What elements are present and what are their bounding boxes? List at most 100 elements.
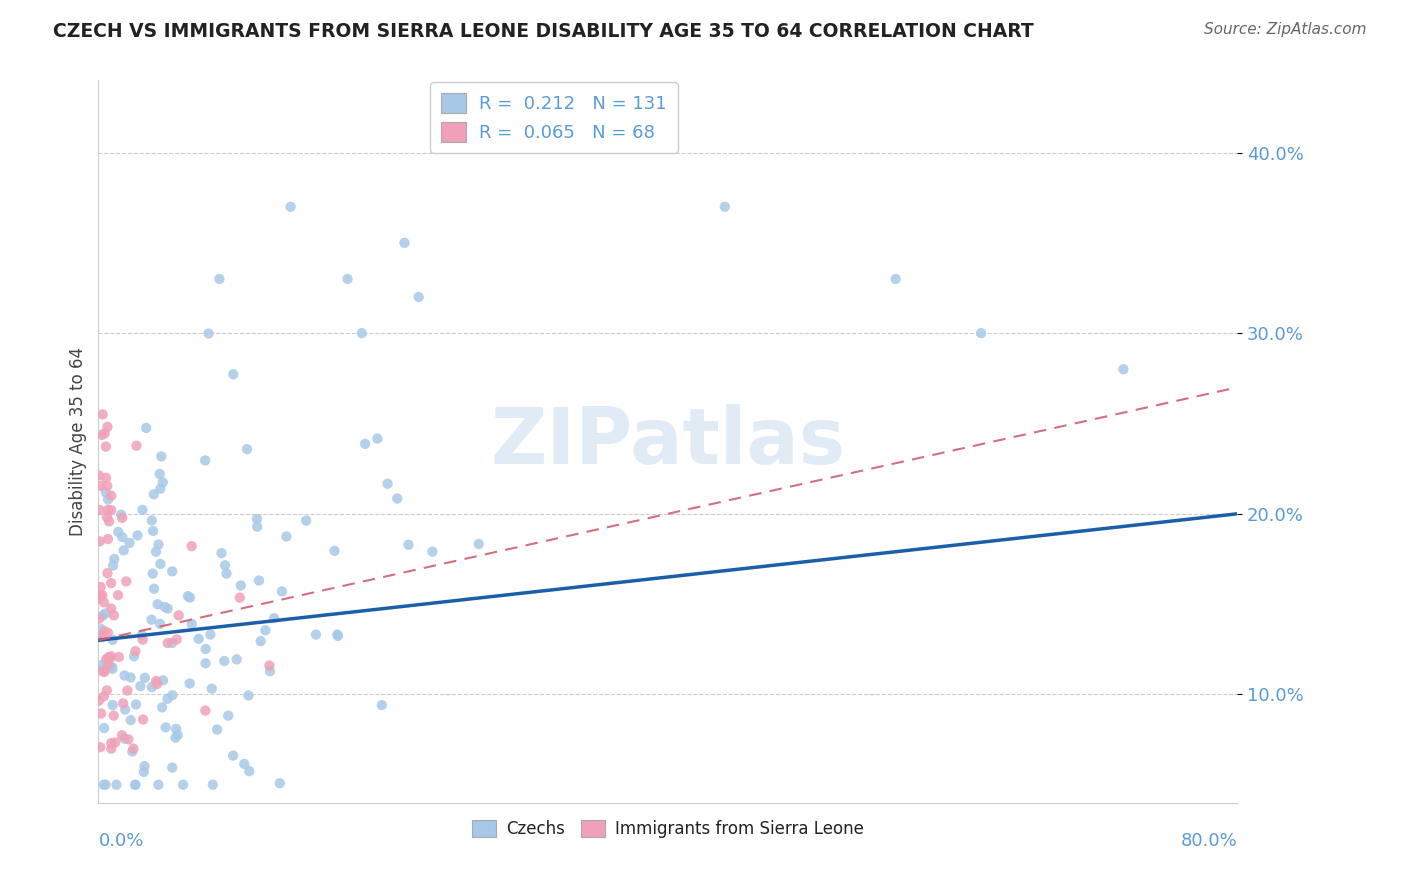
Point [100,601,122,615]
Point [142,487,165,501]
Point [101,662,124,676]
Point [141,613,163,627]
Point [127,528,149,542]
Point [408,290,430,304]
Point [115,574,138,589]
Point [135,421,157,435]
Point [101,698,124,712]
Point [146,677,169,691]
Point [148,537,170,551]
Point [194,657,217,671]
Point [179,591,201,605]
Point [97,650,120,665]
Point [125,439,148,453]
Point [93,624,115,639]
Point [141,513,163,527]
Point [254,624,277,638]
Point [187,632,209,646]
Point [166,728,188,742]
Point [93,778,115,792]
Point [143,582,166,596]
Point [305,627,328,641]
Point [108,650,131,665]
Point [132,764,155,779]
Point [222,748,245,763]
Point [259,664,281,678]
Point [100,741,122,756]
Point [89,740,111,755]
Point [103,608,125,623]
Point [222,368,245,382]
Point [110,508,132,522]
Point [90,629,112,643]
Point [112,697,135,711]
Point [149,482,172,496]
Text: 80.0%: 80.0% [1181,831,1237,850]
Point [148,778,170,792]
Point [96,683,118,698]
Point [129,679,152,693]
Point [97,492,120,507]
Point [398,538,420,552]
Point [156,636,179,650]
Point [269,776,291,790]
Point [90,630,112,644]
Point [121,745,143,759]
Point [107,524,129,539]
Point [295,514,318,528]
Point [162,688,184,702]
Point [467,537,489,551]
Point [94,440,117,454]
Point [100,736,122,750]
Point [122,741,145,756]
Point [149,557,172,571]
Point [200,627,222,641]
Point [280,200,302,214]
Point [87,612,110,626]
Point [103,552,125,566]
Point [117,732,139,747]
Text: Source: ZipAtlas.com: Source: ZipAtlas.com [1204,22,1367,37]
Point [165,731,187,745]
Point [97,658,120,673]
Point [233,756,256,771]
Point [96,510,118,524]
Point [217,708,239,723]
Point [247,574,270,588]
Point [120,713,142,727]
Point [152,475,174,490]
Point [387,491,409,506]
Point [96,661,118,675]
Point [90,479,112,493]
Point [97,625,120,640]
Point [394,235,416,250]
Point [214,654,236,668]
Point [132,632,155,647]
Point [165,722,187,736]
Point [354,437,377,451]
Point [134,759,156,773]
Point [90,706,112,721]
Point [124,644,146,658]
Point [94,471,117,485]
Point [214,558,236,573]
Point [336,272,359,286]
Point [94,778,117,792]
Point [141,680,163,694]
Point [105,778,128,792]
Point [114,668,136,682]
Point [246,519,269,533]
Point [94,607,117,621]
Point [180,539,202,553]
Point [167,608,190,623]
Point [326,627,349,641]
Point [246,512,269,526]
Point [238,689,260,703]
Point [166,632,188,647]
Point [884,272,907,286]
Point [89,534,111,549]
Point [197,326,219,341]
Point [134,671,156,685]
Point [131,628,153,642]
Point [93,426,115,441]
